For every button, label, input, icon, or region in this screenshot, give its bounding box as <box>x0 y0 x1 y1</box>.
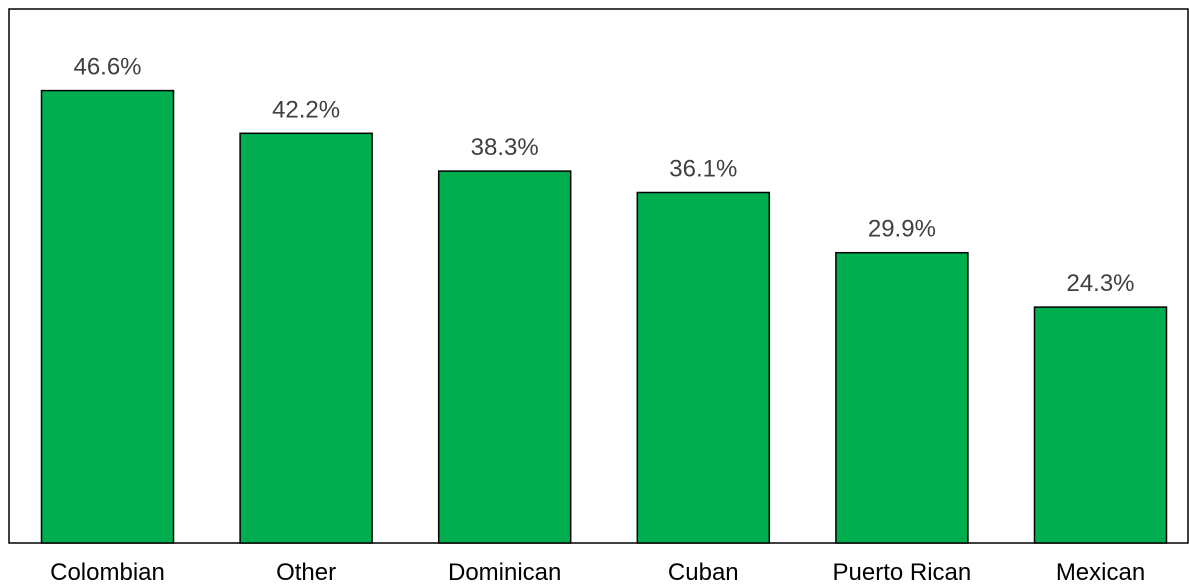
category-label: Other <box>276 559 336 585</box>
bar-cuban <box>636 191 771 544</box>
bar-dominican <box>437 170 572 544</box>
category-label: Puerto Rican <box>833 559 972 585</box>
value-label: 36.1% <box>669 156 737 183</box>
bar-colombian <box>40 89 175 544</box>
value-label: 38.3% <box>471 134 539 161</box>
bar-puerto-rican <box>835 251 969 544</box>
category-label: Mexican <box>1056 559 1145 585</box>
plot-area-frame <box>8 8 1189 544</box>
value-labels-layer: 46.6% 42.2% 38.3% 36.1% 29.9% 24.3% <box>73 54 1134 298</box>
value-label: 46.6% <box>73 54 141 81</box>
category-label: Colombian <box>50 559 165 585</box>
value-label: 24.3% <box>1066 270 1134 297</box>
value-label: 29.9% <box>868 216 936 243</box>
bar-mexican <box>1033 306 1168 544</box>
category-label: Dominican <box>448 559 561 585</box>
category-label: Cuban <box>668 559 739 585</box>
category-labels-layer: Colombian Other Dominican Cuban Puerto Rican… <box>50 559 1145 585</box>
bar-other <box>239 132 373 544</box>
bars-layer <box>40 89 1168 544</box>
value-label: 42.2% <box>272 96 340 123</box>
